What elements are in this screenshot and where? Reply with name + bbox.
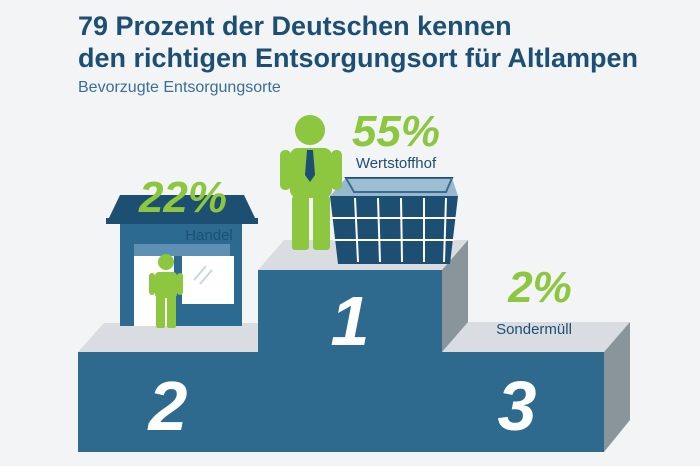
podium-2-top: [78, 323, 258, 352]
chart-title: 79 Prozent der Deutschen kennen den rich…: [78, 10, 638, 74]
value-label-handel: 22%: [138, 173, 227, 222]
person-icon: [280, 115, 342, 250]
rank-label-3: 3: [498, 367, 537, 445]
podium-1-front: [258, 270, 442, 360]
value-label-wertstoffhof: 55%: [352, 107, 440, 156]
title-line-2: den richtigen Entsorgungsort für Altlamp…: [78, 43, 639, 73]
category-label-wertstoffhof: Wertstoffhof: [356, 155, 437, 172]
person-icon: [149, 254, 183, 328]
chart-subtitle: Bevorzugte Entsorgungsorte: [78, 79, 281, 96]
category-label-sondermuell: Sondermüll: [496, 321, 572, 338]
podium-base-side: [604, 322, 630, 452]
recycling-container-icon: [330, 177, 458, 264]
podium-base-front: [78, 352, 604, 452]
category-label-handel: Handel: [185, 227, 233, 244]
rank-label-2: 2: [147, 367, 188, 445]
rank-label-1: 1: [331, 282, 370, 360]
title-line-1: 79 Prozent der Deutschen kennen: [78, 11, 512, 41]
value-label-sondermuell: 2%: [507, 263, 572, 312]
podium-3-top: [442, 322, 630, 352]
